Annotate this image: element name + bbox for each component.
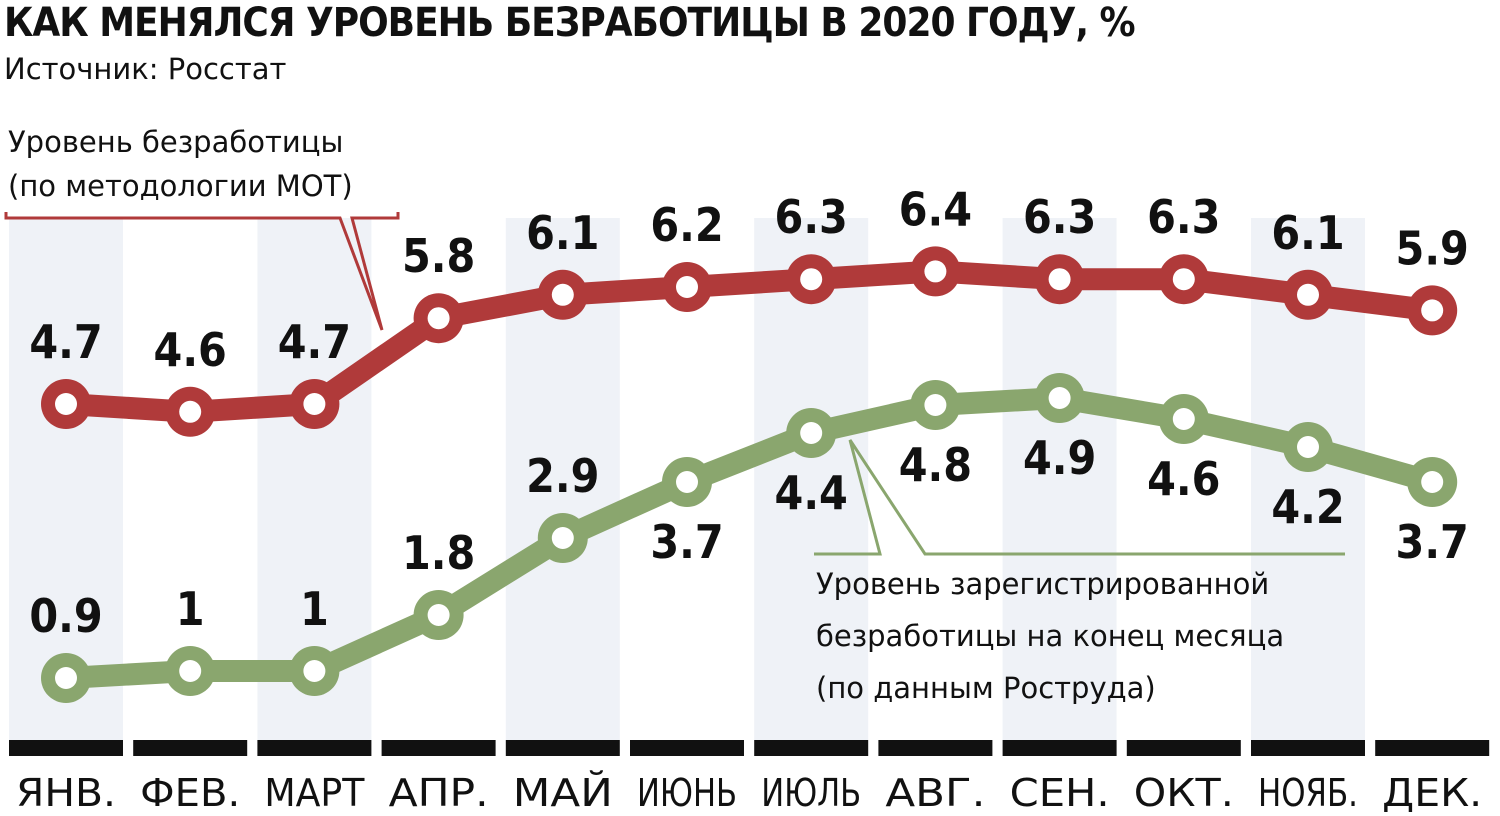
- data-label: 6.3: [775, 190, 848, 244]
- data-label: 4.8: [899, 438, 972, 492]
- x-tick-label: АВГ.: [885, 771, 985, 815]
- data-point-center: [303, 393, 326, 415]
- data-point-center: [924, 394, 947, 416]
- data-point-center: [427, 604, 450, 626]
- x-axis: ЯНВ. ФЕВ. МАРТ АПР. МАЙ ИЮНЬ ИЮЛЬ АВГ. СЕН. ОКТ. Н…: [9, 740, 1490, 815]
- x-tick-label: ОКТ.: [1134, 771, 1234, 815]
- data-label: 6.3: [1023, 190, 1096, 244]
- x-tick-label: ИЮНЬ: [637, 771, 737, 815]
- series-1: 4.7 4.6 4.7 5.8 6.1 6.2 6.3 6.4 6.3 6.3 6.1 5.9: [29, 182, 1469, 437]
- data-label: 6.4: [899, 182, 972, 236]
- data-point-center: [1297, 283, 1319, 306]
- data-point-center: [1048, 268, 1071, 291]
- data-point-center: [924, 260, 947, 283]
- axis-segment: [754, 740, 869, 756]
- data-point-center: [551, 527, 574, 549]
- x-tick-label: АПР.: [389, 771, 489, 815]
- column-band-7: [754, 218, 869, 740]
- data-point-center: [179, 400, 202, 423]
- axis-segment: [133, 740, 248, 756]
- axis-segment: [1126, 740, 1241, 756]
- data-label: 1: [300, 582, 329, 636]
- data-label: 6.1: [526, 206, 599, 260]
- axis-segment: [878, 740, 993, 756]
- x-tick-label: ДЕК.: [1382, 771, 1482, 815]
- data-label: 6.1: [1271, 206, 1344, 260]
- legend-green: Уровень зарегистрированной безработицы на…: [814, 439, 1345, 705]
- data-point-center: [1172, 408, 1195, 430]
- data-label: 0.9: [29, 589, 102, 643]
- data-label: 1: [176, 582, 205, 636]
- data-label: 4.6: [1147, 452, 1220, 506]
- data-label: 4.2: [1271, 480, 1344, 534]
- data-point-center: [55, 393, 77, 415]
- x-tick-label: МАРТ: [264, 771, 364, 815]
- data-label: 4.7: [29, 315, 102, 369]
- data-label: 5.9: [1396, 221, 1469, 275]
- data-point-center: [676, 471, 698, 493]
- chart-source: Источник: Росстат: [4, 52, 287, 86]
- chart-title: КАК МЕНЯЛСЯ УРОВЕНЬ БЕЗРАБОТИЦЫ В 2020 Г…: [4, 0, 1136, 46]
- axis-segment: [257, 740, 372, 756]
- axis-segment: [1002, 740, 1117, 756]
- data-point-center: [179, 660, 202, 682]
- legend-red: Уровень безработицы (по методологии МОТ): [4, 125, 400, 331]
- data-point-center: [427, 307, 450, 330]
- data-label: 1.8: [402, 526, 475, 580]
- legend-label: (по методологии МОТ): [8, 169, 353, 203]
- data-label: 4.6: [154, 323, 227, 377]
- legend-leader: [4, 212, 400, 331]
- data-label: 4.4: [775, 466, 848, 520]
- x-tick-label: ФЕВ.: [140, 771, 240, 815]
- x-tick-label: МАЙ: [513, 771, 613, 815]
- legend-leader: [814, 439, 1345, 556]
- data-label: 6.3: [1147, 190, 1220, 244]
- legend-label: Уровень безработицы: [8, 125, 343, 159]
- data-label: 3.7: [1396, 515, 1469, 569]
- data-point-center: [1048, 387, 1071, 409]
- series-2: 0.9 1 1 1.8 2.9 3.7 4.4 4.8 4.9 4.6 4.2 3.7: [29, 373, 1469, 703]
- data-label: 3.7: [650, 515, 723, 569]
- data-label: 4.7: [278, 315, 351, 369]
- data-point-center: [303, 660, 326, 682]
- legend-label: (по данным Роструда): [816, 671, 1156, 705]
- x-tick-label: ИЮЛЬ: [761, 771, 861, 815]
- x-tick-label: СЕН.: [1010, 771, 1110, 815]
- data-point-center: [1297, 436, 1319, 458]
- legend-label: безработицы на конец месяца: [816, 619, 1284, 653]
- data-point-center: [676, 276, 698, 298]
- data-label: 2.9: [526, 449, 599, 503]
- data-point-center: [55, 667, 77, 689]
- data-label: 4.9: [1023, 431, 1096, 485]
- x-tick-label: НОЯБ.: [1258, 771, 1358, 815]
- data-point-center: [1421, 471, 1444, 493]
- data-point-center: [1172, 268, 1195, 291]
- legend-label: Уровень зарегистрированной: [816, 567, 1269, 601]
- column-band-9: [1002, 218, 1117, 740]
- axis-segment: [1251, 740, 1365, 756]
- x-tick-label: ЯНВ.: [16, 771, 116, 815]
- axis-segment: [381, 740, 496, 756]
- data-point-center: [1421, 299, 1444, 322]
- axis-segment: [9, 740, 123, 756]
- data-point-center: [800, 268, 823, 291]
- data-label: 5.8: [402, 229, 475, 283]
- data-label: 6.2: [650, 198, 723, 252]
- data-point-center: [551, 283, 574, 306]
- axis-segment: [1375, 740, 1490, 756]
- axis-segment: [630, 740, 744, 756]
- axis-segment: [505, 740, 620, 756]
- data-point-center: [800, 422, 823, 444]
